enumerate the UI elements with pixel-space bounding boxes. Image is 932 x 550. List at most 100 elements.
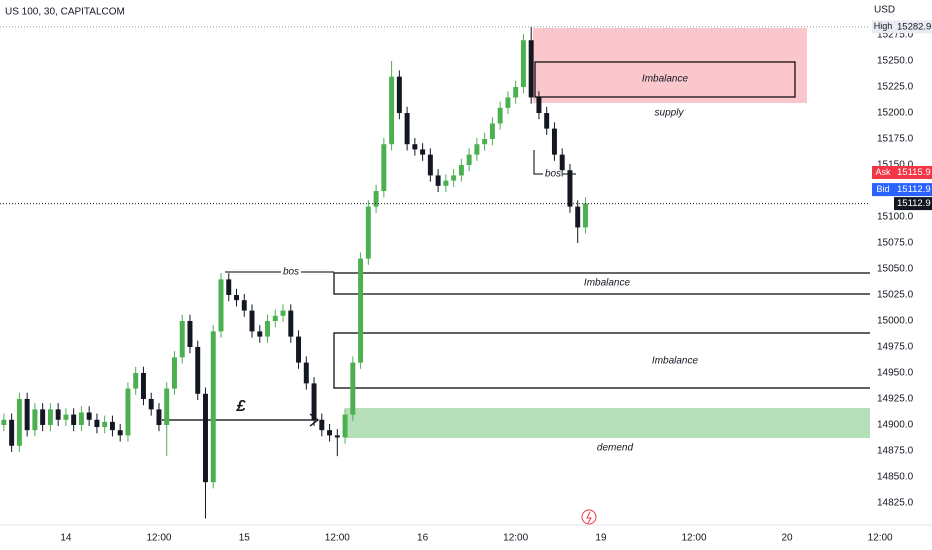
x-tick-label: 19 — [595, 533, 607, 544]
price-label-name: Ask — [875, 167, 891, 177]
price-label-value: 15112.9 — [897, 184, 931, 195]
candle-body — [86, 412, 92, 420]
candle-body — [319, 419, 325, 431]
candle-body — [303, 362, 309, 384]
candle-body — [412, 144, 418, 150]
imbalance-box — [534, 61, 796, 98]
annotation: Imbalance — [642, 74, 689, 85]
candle-body — [520, 40, 526, 88]
candle-body — [350, 362, 356, 415]
candle-body — [311, 383, 317, 420]
candle-body — [9, 419, 15, 446]
candle-body — [466, 154, 472, 166]
price-label-name: Bid — [876, 184, 889, 194]
candle-body — [148, 398, 154, 410]
candle-body — [551, 128, 557, 155]
candle-body — [404, 113, 410, 145]
candle-body — [288, 310, 294, 337]
price-label-box — [894, 197, 932, 211]
x-tick-label: 16 — [417, 533, 429, 544]
x-tick-label: 12:00 — [503, 533, 528, 544]
candle-body — [544, 113, 550, 129]
annotation: Imbalance — [652, 356, 699, 367]
candle-body — [280, 310, 286, 316]
candle-body — [203, 393, 208, 483]
candle-body — [226, 279, 232, 295]
price-label-value: 15282.9 — [897, 21, 931, 32]
candle-body — [241, 300, 247, 311]
candle-body — [140, 372, 146, 399]
candle-body — [125, 388, 131, 436]
supply-zone — [533, 28, 807, 103]
candle-body — [559, 154, 565, 171]
candle-body — [373, 191, 379, 207]
candle-body — [171, 357, 177, 389]
candle-body — [16, 398, 22, 446]
candle-body — [497, 107, 503, 124]
candle-body — [63, 414, 69, 420]
annotation: demend — [597, 443, 634, 454]
candle-body — [234, 294, 239, 301]
candle-body — [40, 409, 46, 425]
candle-body — [117, 430, 123, 436]
chart-title: US 100, 30, CAPITALCOM — [5, 7, 125, 18]
candle-body — [342, 414, 348, 438]
candle-body — [195, 346, 201, 394]
y-tick-label: 14875.0 — [877, 446, 914, 457]
candle-body — [536, 97, 542, 114]
y-tick-label: 14950.0 — [877, 368, 914, 379]
candle-body — [249, 310, 255, 332]
candle-body — [133, 372, 139, 389]
candle-body — [32, 409, 38, 431]
candle-body — [365, 206, 371, 259]
price-label-box — [894, 165, 932, 179]
annotation: bos — [545, 169, 561, 180]
candles — [1, 26, 588, 519]
candle-body — [218, 279, 224, 332]
y-tick-label: 15050.0 — [877, 264, 914, 275]
x-tick-label: 12:00 — [868, 533, 893, 544]
y-tick-label: 15075.0 — [877, 238, 914, 249]
candle-body — [474, 144, 480, 155]
candle-body — [567, 170, 573, 207]
candle-body — [55, 409, 61, 420]
y-tick-label: 15225.0 — [877, 82, 914, 93]
candle-body — [156, 409, 162, 425]
candle-body — [109, 421, 115, 431]
y-tick-label: 14900.0 — [877, 420, 914, 431]
candle-body — [358, 258, 364, 363]
candle-body — [47, 409, 53, 425]
demand-zone — [346, 408, 893, 438]
y-tick-label: 14975.0 — [877, 342, 914, 353]
price-label-name: High — [874, 21, 893, 31]
candle-body — [396, 76, 402, 114]
imbalance-box — [333, 332, 893, 389]
annotation: bos — [283, 267, 299, 278]
candle-body — [381, 144, 387, 192]
y-tick-label: 14850.0 — [877, 472, 914, 483]
candle-body — [327, 430, 333, 436]
event-icon[interactable] — [581, 509, 597, 525]
price-label-box — [894, 20, 932, 34]
candle-body — [427, 154, 433, 176]
y-tick-label: 15175.0 — [877, 134, 914, 145]
candle-body — [164, 388, 170, 425]
y-tick-label: 15200.0 — [877, 108, 914, 119]
price-label-box — [894, 183, 932, 197]
price-label-value: 15115.9 — [897, 167, 931, 178]
annotation: Imbalance — [584, 278, 631, 289]
candle-body — [71, 414, 77, 425]
price-label-value: 15112.9 — [897, 198, 931, 209]
price-label-tag — [872, 183, 894, 197]
candle-body — [296, 336, 302, 363]
candle-body — [179, 320, 185, 358]
y-tick-label: 15250.0 — [877, 56, 914, 67]
y-tick-label: 15025.0 — [877, 290, 914, 301]
x-tick-label: 12:00 — [682, 533, 707, 544]
candle-body — [435, 175, 441, 186]
candle-body — [1, 419, 7, 425]
candle-body — [489, 123, 495, 140]
annotation: supply — [655, 108, 685, 119]
candle-body — [582, 203, 588, 228]
